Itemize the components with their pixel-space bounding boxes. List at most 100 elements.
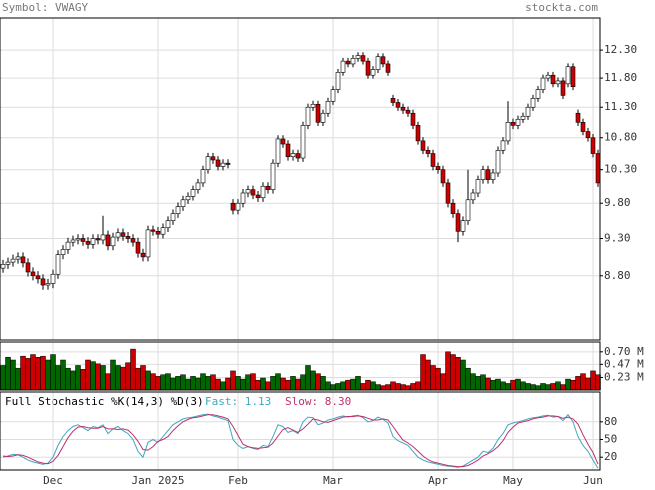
volume-bar — [475, 376, 481, 391]
volume-bar — [345, 379, 351, 391]
volume-bar — [145, 370, 151, 391]
y-tick-label: 11.30 — [604, 100, 637, 113]
volume-bar — [0, 365, 6, 391]
candle-body — [245, 189, 251, 194]
candle-body — [255, 194, 261, 199]
candle-body — [85, 241, 91, 245]
candle-body — [400, 106, 406, 111]
volume-bar — [100, 365, 106, 391]
y-tick-label: 12.30 — [604, 43, 637, 56]
volume-bar — [445, 351, 451, 391]
volume-bar — [550, 383, 556, 391]
candle-body — [455, 213, 461, 232]
candle-body — [235, 202, 241, 211]
candle-body — [165, 220, 171, 229]
volume-bar — [215, 378, 221, 391]
volume-bar — [415, 381, 421, 391]
volume-bar — [485, 377, 491, 391]
volume-bar — [200, 373, 206, 391]
y-tick-label: 80 — [604, 415, 617, 428]
candle-body — [270, 162, 276, 190]
candle-body — [160, 227, 166, 235]
candle-body — [440, 169, 446, 184]
candle-body — [520, 115, 526, 120]
volume-bar — [455, 357, 461, 391]
y-tick-label: 0.23 M — [604, 370, 644, 383]
volume-bar — [95, 363, 101, 391]
candle-body — [555, 80, 561, 85]
candle-body — [550, 74, 556, 85]
volume-bar — [575, 376, 581, 391]
candle-body — [450, 202, 456, 214]
candle-body — [50, 273, 56, 284]
volume-bar — [565, 378, 571, 391]
candle-body — [430, 153, 436, 167]
candle-body — [445, 182, 451, 204]
candle-body — [60, 249, 66, 255]
candle-body — [410, 112, 416, 126]
volume-bar — [140, 365, 146, 391]
candle-body — [590, 137, 596, 154]
candle-body — [70, 239, 76, 243]
indicator-title: Full Stochastic %K(14,3) %D(3) — [5, 395, 204, 408]
candle-body — [205, 156, 211, 170]
candle-body — [115, 232, 121, 238]
y-tick-label: 20 — [604, 450, 617, 463]
candle-body — [325, 101, 331, 114]
candle-body — [0, 264, 6, 269]
volume-bar — [110, 359, 116, 391]
x-tick-label: Jan 2025 — [132, 474, 185, 486]
candle-body — [515, 118, 521, 126]
panel-frame — [0, 341, 601, 391]
volume-bar — [195, 377, 201, 391]
candle-body — [595, 153, 601, 184]
volume-bar — [315, 373, 321, 391]
candle-body — [360, 55, 366, 62]
volume-bar — [175, 376, 181, 391]
candle-body — [485, 169, 491, 180]
volume-bar — [250, 373, 256, 391]
candle-body — [15, 256, 21, 260]
volume-bar — [355, 376, 361, 391]
volume-bar — [505, 383, 511, 391]
volume-bar — [190, 376, 196, 391]
candle-body — [525, 106, 531, 117]
volume-bar — [50, 354, 56, 391]
volume-bar — [435, 367, 441, 391]
candle-body — [90, 238, 96, 245]
slow-label: Slow: 8.30 — [285, 395, 351, 408]
candle-body — [355, 55, 361, 59]
volume-bar — [70, 370, 76, 391]
volume-bar — [375, 384, 381, 391]
volume-bar — [325, 381, 331, 391]
candle-body — [560, 80, 566, 96]
volume-bar — [525, 383, 531, 391]
candle-body — [285, 143, 291, 158]
candle-body — [130, 238, 136, 243]
volume-bar — [150, 373, 156, 391]
volume-bar — [85, 359, 91, 391]
candle-body — [30, 271, 36, 277]
volume-bar — [555, 381, 561, 391]
volume-bar — [410, 383, 416, 391]
volume-bar — [60, 359, 66, 391]
candle-body — [375, 56, 381, 70]
volume-bar — [270, 376, 276, 391]
candle-body — [315, 103, 321, 123]
y-tick-label: 0.47 M — [604, 357, 644, 370]
volume-bar — [400, 384, 406, 391]
volume-bar — [255, 379, 261, 391]
x-tick-label: Feb — [228, 474, 248, 486]
volume-bar — [165, 373, 171, 391]
volume-bar — [340, 381, 346, 391]
volume-bar — [235, 376, 241, 391]
volume-bar — [160, 374, 166, 391]
candle-body — [80, 238, 86, 242]
candle-body — [580, 122, 586, 132]
candle-body — [125, 236, 131, 239]
volume-bar — [105, 373, 111, 391]
candle-body — [390, 98, 396, 103]
volume-bar — [80, 369, 86, 391]
panel-frame — [0, 17, 601, 341]
volume-bar — [75, 365, 81, 391]
